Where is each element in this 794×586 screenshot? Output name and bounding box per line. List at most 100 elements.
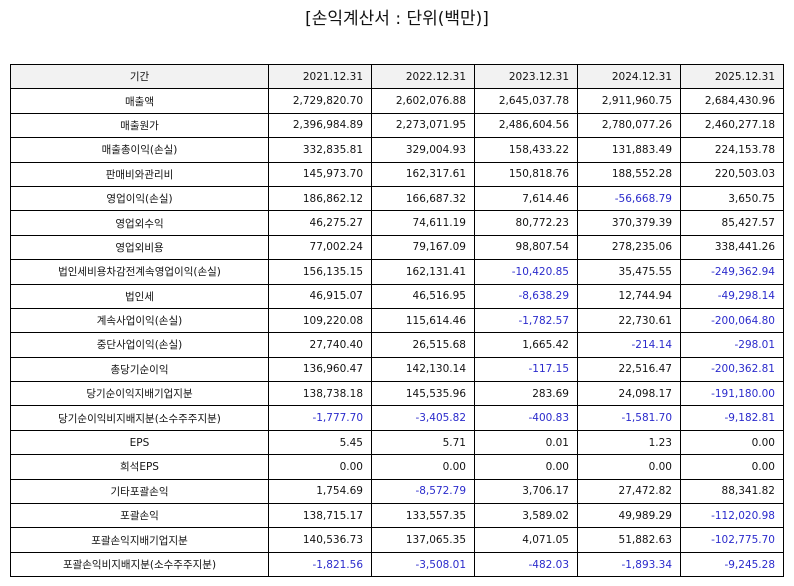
value-cell: 0.00	[474, 454, 578, 480]
value-cell: 109,220.08	[268, 307, 372, 334]
value-cell: -117.15	[474, 356, 578, 383]
value-cell: -1,821.56	[268, 551, 372, 578]
value-cell: -1,782.57	[474, 307, 578, 334]
value-cell: 145,973.70	[268, 161, 372, 187]
value-cell: -9,245.28	[680, 551, 784, 578]
value-cell: 142,130.14	[371, 356, 475, 383]
value-cell: -3,405.82	[371, 405, 475, 431]
value-cell: -1,777.70	[268, 405, 372, 431]
value-cell: 2,460,277.18	[680, 112, 784, 139]
value-cell: 98,807.54	[474, 234, 578, 261]
value-cell: 162,131.41	[371, 259, 475, 285]
value-cell: 332,835.81	[268, 137, 372, 163]
value-cell: 88,341.82	[680, 478, 784, 505]
value-cell: 166,687.32	[371, 185, 475, 212]
value-cell: 24,098.17	[577, 381, 681, 407]
header-cell: 2021.12.31	[268, 63, 372, 90]
table-row: 계속사업이익(손실) 109,220.08 115,614.46 -1,782.57 2…	[10, 307, 784, 334]
value-cell: 51,882.63	[577, 527, 681, 553]
page-title: [손익계산서 : 단위(백만)]	[305, 9, 489, 29]
value-cell: 338,441.26	[680, 234, 784, 261]
value-cell: 1.23	[577, 429, 681, 456]
value-cell: 115,614.46	[371, 307, 475, 334]
value-cell: -8,638.29	[474, 283, 578, 309]
table-row: 법인세 46,915.07 46,516.95 -8,638.29 12,744.94-…	[10, 283, 784, 309]
row-label: 매출원가	[10, 112, 269, 139]
table-row: 중단사업이익(손실) 27,740.40 26,515.68 1,665.42 -214…	[10, 332, 784, 358]
row-label: 법인세비용차감전계속영업이익(손실)	[10, 259, 269, 285]
value-cell: 162,317.61	[371, 161, 475, 187]
value-cell: 329,004.93	[371, 137, 475, 163]
table-row: 판매비와관리비 145,973.70 162,317.61 150,818.76 188…	[10, 161, 784, 187]
value-cell: 188,552.28	[577, 161, 681, 187]
value-cell: 46,275.27	[268, 210, 372, 236]
value-cell: 3,589.02	[474, 503, 578, 529]
row-label: 포괄손익지배기업지분	[10, 527, 269, 553]
value-cell: 74,611.19	[371, 210, 475, 236]
value-cell: 12,744.94	[577, 283, 681, 309]
value-cell: 46,915.07	[268, 283, 372, 309]
value-cell: 278,235.06	[577, 234, 681, 261]
value-cell: 220,503.03	[680, 161, 784, 187]
value-cell: 0.00	[268, 454, 372, 480]
row-label: 영업외비용	[10, 234, 269, 261]
value-cell: -1,581.70	[577, 405, 681, 431]
value-cell: 1,665.42	[474, 332, 578, 358]
value-cell: 0.00	[680, 429, 784, 456]
value-cell: 145,535.96	[371, 381, 475, 407]
table-row: 당기순이익지배기업지분 138,738.18 145,535.96 283.69 24,…	[10, 381, 784, 407]
value-cell: -49,298.14	[680, 283, 784, 309]
value-cell: -298.01	[680, 332, 784, 358]
value-cell: 0.00	[577, 454, 681, 480]
value-cell: 5.45	[268, 429, 372, 456]
value-cell: 27,472.82	[577, 478, 681, 505]
value-cell: -400.83	[474, 405, 578, 431]
value-cell: -112,020.98	[680, 503, 784, 529]
table-row: 기타포괄손익 1,754.69 -8,572.79 3,706.17 27,472.82…	[10, 478, 784, 505]
value-cell: 2,273,071.95	[371, 112, 475, 139]
table-row: 총당기순이익 136,960.47 142,130.14 -117.15 22,516.…	[10, 356, 784, 383]
value-cell: 2,684,430.96	[680, 88, 784, 114]
value-cell: -482.03	[474, 551, 578, 578]
table-body: 매출액 2,729,820.70 2,602,076.88 2,645,037.78 2…	[10, 88, 784, 578]
header-cell: 기간	[10, 63, 269, 90]
value-cell: 138,738.18	[268, 381, 372, 407]
row-label: 법인세	[10, 283, 269, 309]
value-cell: 22,730.61	[577, 307, 681, 334]
table-row: 영업이익(손실) 186,862.12 166,687.32 7,614.46 -56,…	[10, 185, 784, 212]
table-row: 법인세비용차감전계속영업이익(손실) 156,135.15 162,131.41 -1…	[10, 259, 784, 285]
row-label: 영업외수익	[10, 210, 269, 236]
value-cell: 46,516.95	[371, 283, 475, 309]
table-row: EPS 5.45 5.71 0.01 1.23 0.00	[10, 429, 784, 456]
value-cell: 3,650.75	[680, 185, 784, 212]
value-cell: 2,602,076.88	[371, 88, 475, 114]
value-cell: 5.71	[371, 429, 475, 456]
value-cell: 131,883.49	[577, 137, 681, 163]
value-cell: 85,427.57	[680, 210, 784, 236]
value-cell: 3,706.17	[474, 478, 578, 505]
value-cell: 137,065.35	[371, 527, 475, 553]
header-cell: 2023.12.31	[474, 63, 578, 90]
value-cell: 186,862.12	[268, 185, 372, 212]
value-cell: -9,182.81	[680, 405, 784, 431]
value-cell: 158,433.22	[474, 137, 578, 163]
value-cell: -8,572.79	[371, 478, 475, 505]
value-cell: 133,557.35	[371, 503, 475, 529]
value-cell: -56,668.79	[577, 185, 681, 212]
table-row: 매출액 2,729,820.70 2,602,076.88 2,645,037.78 2…	[10, 88, 784, 114]
value-cell: 283.69	[474, 381, 578, 407]
value-cell: 2,645,037.78	[474, 88, 578, 114]
row-label: 포괄손익	[10, 503, 269, 529]
table-row: 영업외비용 77,002.24 79,167.09 98,807.54 278,235.…	[10, 234, 784, 261]
table-row: 포괄손익 138,715.17 133,557.35 3,589.02 49,989.2…	[10, 503, 784, 529]
value-cell: 156,135.15	[268, 259, 372, 285]
value-cell: 150,818.76	[474, 161, 578, 187]
value-cell: -3,508.01	[371, 551, 475, 578]
value-cell: 136,960.47	[268, 356, 372, 383]
table-row: 당기순이익비지배지분(소수주주지분) -1,777.70 -3,405.82 -400…	[10, 405, 784, 431]
table-row: 포괄손익비지배지분(소수주주지분) -1,821.56 -3,508.01 -482.…	[10, 551, 784, 578]
value-cell: -191,180.00	[680, 381, 784, 407]
value-cell: 77,002.24	[268, 234, 372, 261]
value-cell: 2,911,960.75	[577, 88, 681, 114]
row-label: 판매비와관리비	[10, 161, 269, 187]
